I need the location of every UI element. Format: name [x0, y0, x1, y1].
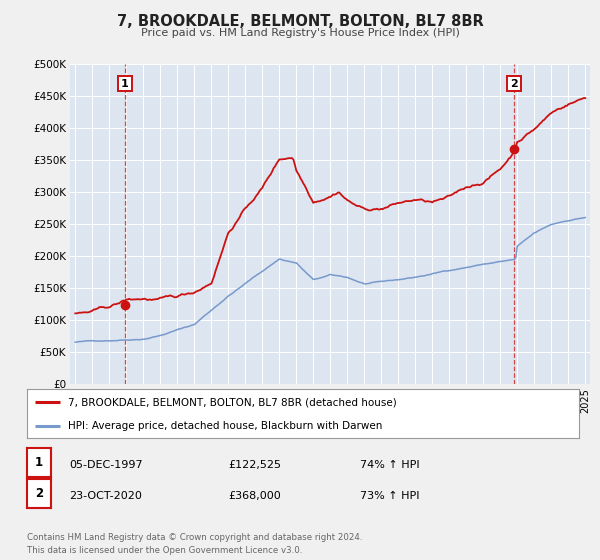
Text: 1: 1 [35, 456, 43, 469]
Text: Contains HM Land Registry data © Crown copyright and database right 2024.: Contains HM Land Registry data © Crown c… [27, 533, 362, 542]
Text: 1: 1 [121, 78, 129, 88]
Text: £368,000: £368,000 [228, 491, 281, 501]
Text: 2: 2 [35, 487, 43, 500]
Text: 23-OCT-2020: 23-OCT-2020 [69, 491, 142, 501]
Text: 73% ↑ HPI: 73% ↑ HPI [360, 491, 419, 501]
Text: 05-DEC-1997: 05-DEC-1997 [69, 460, 143, 470]
Text: 74% ↑ HPI: 74% ↑ HPI [360, 460, 419, 470]
Text: Price paid vs. HM Land Registry's House Price Index (HPI): Price paid vs. HM Land Registry's House … [140, 28, 460, 38]
Text: This data is licensed under the Open Government Licence v3.0.: This data is licensed under the Open Gov… [27, 546, 302, 555]
Text: £122,525: £122,525 [228, 460, 281, 470]
Text: 7, BROOKDALE, BELMONT, BOLTON, BL7 8BR: 7, BROOKDALE, BELMONT, BOLTON, BL7 8BR [116, 14, 484, 29]
Text: 2: 2 [510, 78, 518, 88]
Text: HPI: Average price, detached house, Blackburn with Darwen: HPI: Average price, detached house, Blac… [68, 421, 383, 431]
Text: 7, BROOKDALE, BELMONT, BOLTON, BL7 8BR (detached house): 7, BROOKDALE, BELMONT, BOLTON, BL7 8BR (… [68, 398, 397, 408]
